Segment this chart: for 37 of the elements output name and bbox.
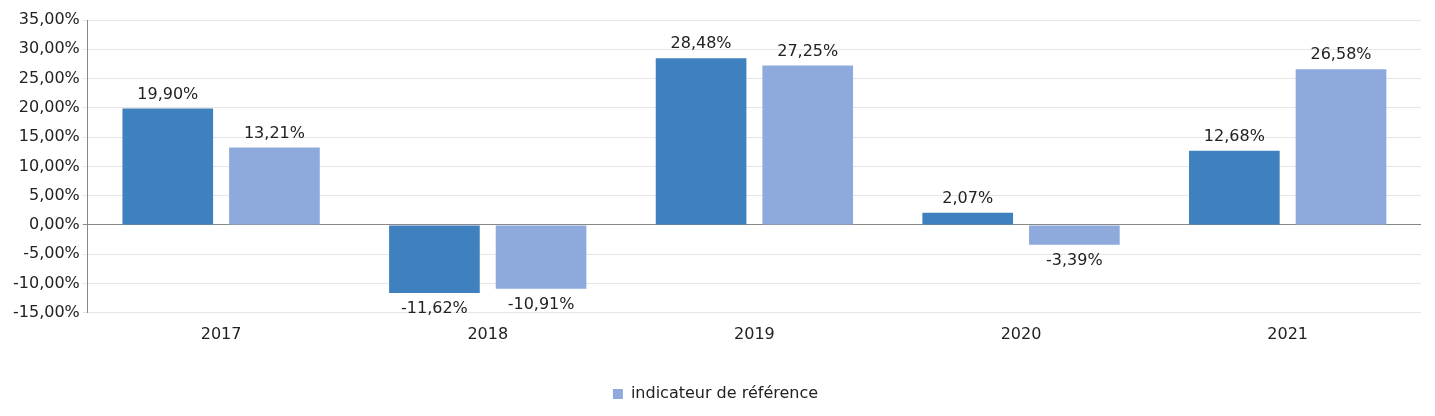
y-tick-label: 10,00% [18,155,80,175]
y-tick-label: 20,00% [18,97,80,116]
y-tick-label: 5,00% [28,184,80,204]
y-tick-label: 0,00% [28,214,80,234]
x-tick-label: 2018 [467,323,509,343]
y-tick-label: -10,00% [13,272,80,292]
y-tick-label: 30,00% [18,38,80,58]
bar [495,225,587,289]
x-tick-label: 2021 [1267,323,1309,343]
bar [1189,150,1280,225]
bar [1029,225,1120,245]
x-tick-label: 2020 [1000,323,1042,343]
y-tick-label: 35,00% [18,9,80,29]
data-label: 13,21% [243,122,305,142]
x-tick-label: 2017 [200,323,242,343]
data-label: 28,48% [670,33,732,53]
legend-label: indicateur de référence [630,383,819,403]
bar [655,58,747,225]
bar [922,212,1014,225]
data-label: 26,58% [1310,44,1372,64]
y-tick-label: -15,00% [13,301,80,321]
y-tick-label: -5,00% [23,243,80,263]
data-label: -3,39% [1046,249,1103,269]
bar [762,65,854,225]
y-tick-label: 25,00% [18,67,80,87]
data-label: 12,68% [1203,125,1265,145]
data-label: 27,25% [777,40,839,60]
bar [229,147,320,225]
data-label: -11,62% [401,298,468,318]
data-label: 2,07% [942,187,994,207]
x-tick-label: 2019 [734,323,775,343]
bar [389,225,480,294]
y-tick-label: 15,00% [18,126,80,146]
data-label: -10,91% [507,294,575,314]
bar [122,108,214,225]
data-label: 19,90% [137,83,199,103]
bar [1295,69,1387,225]
